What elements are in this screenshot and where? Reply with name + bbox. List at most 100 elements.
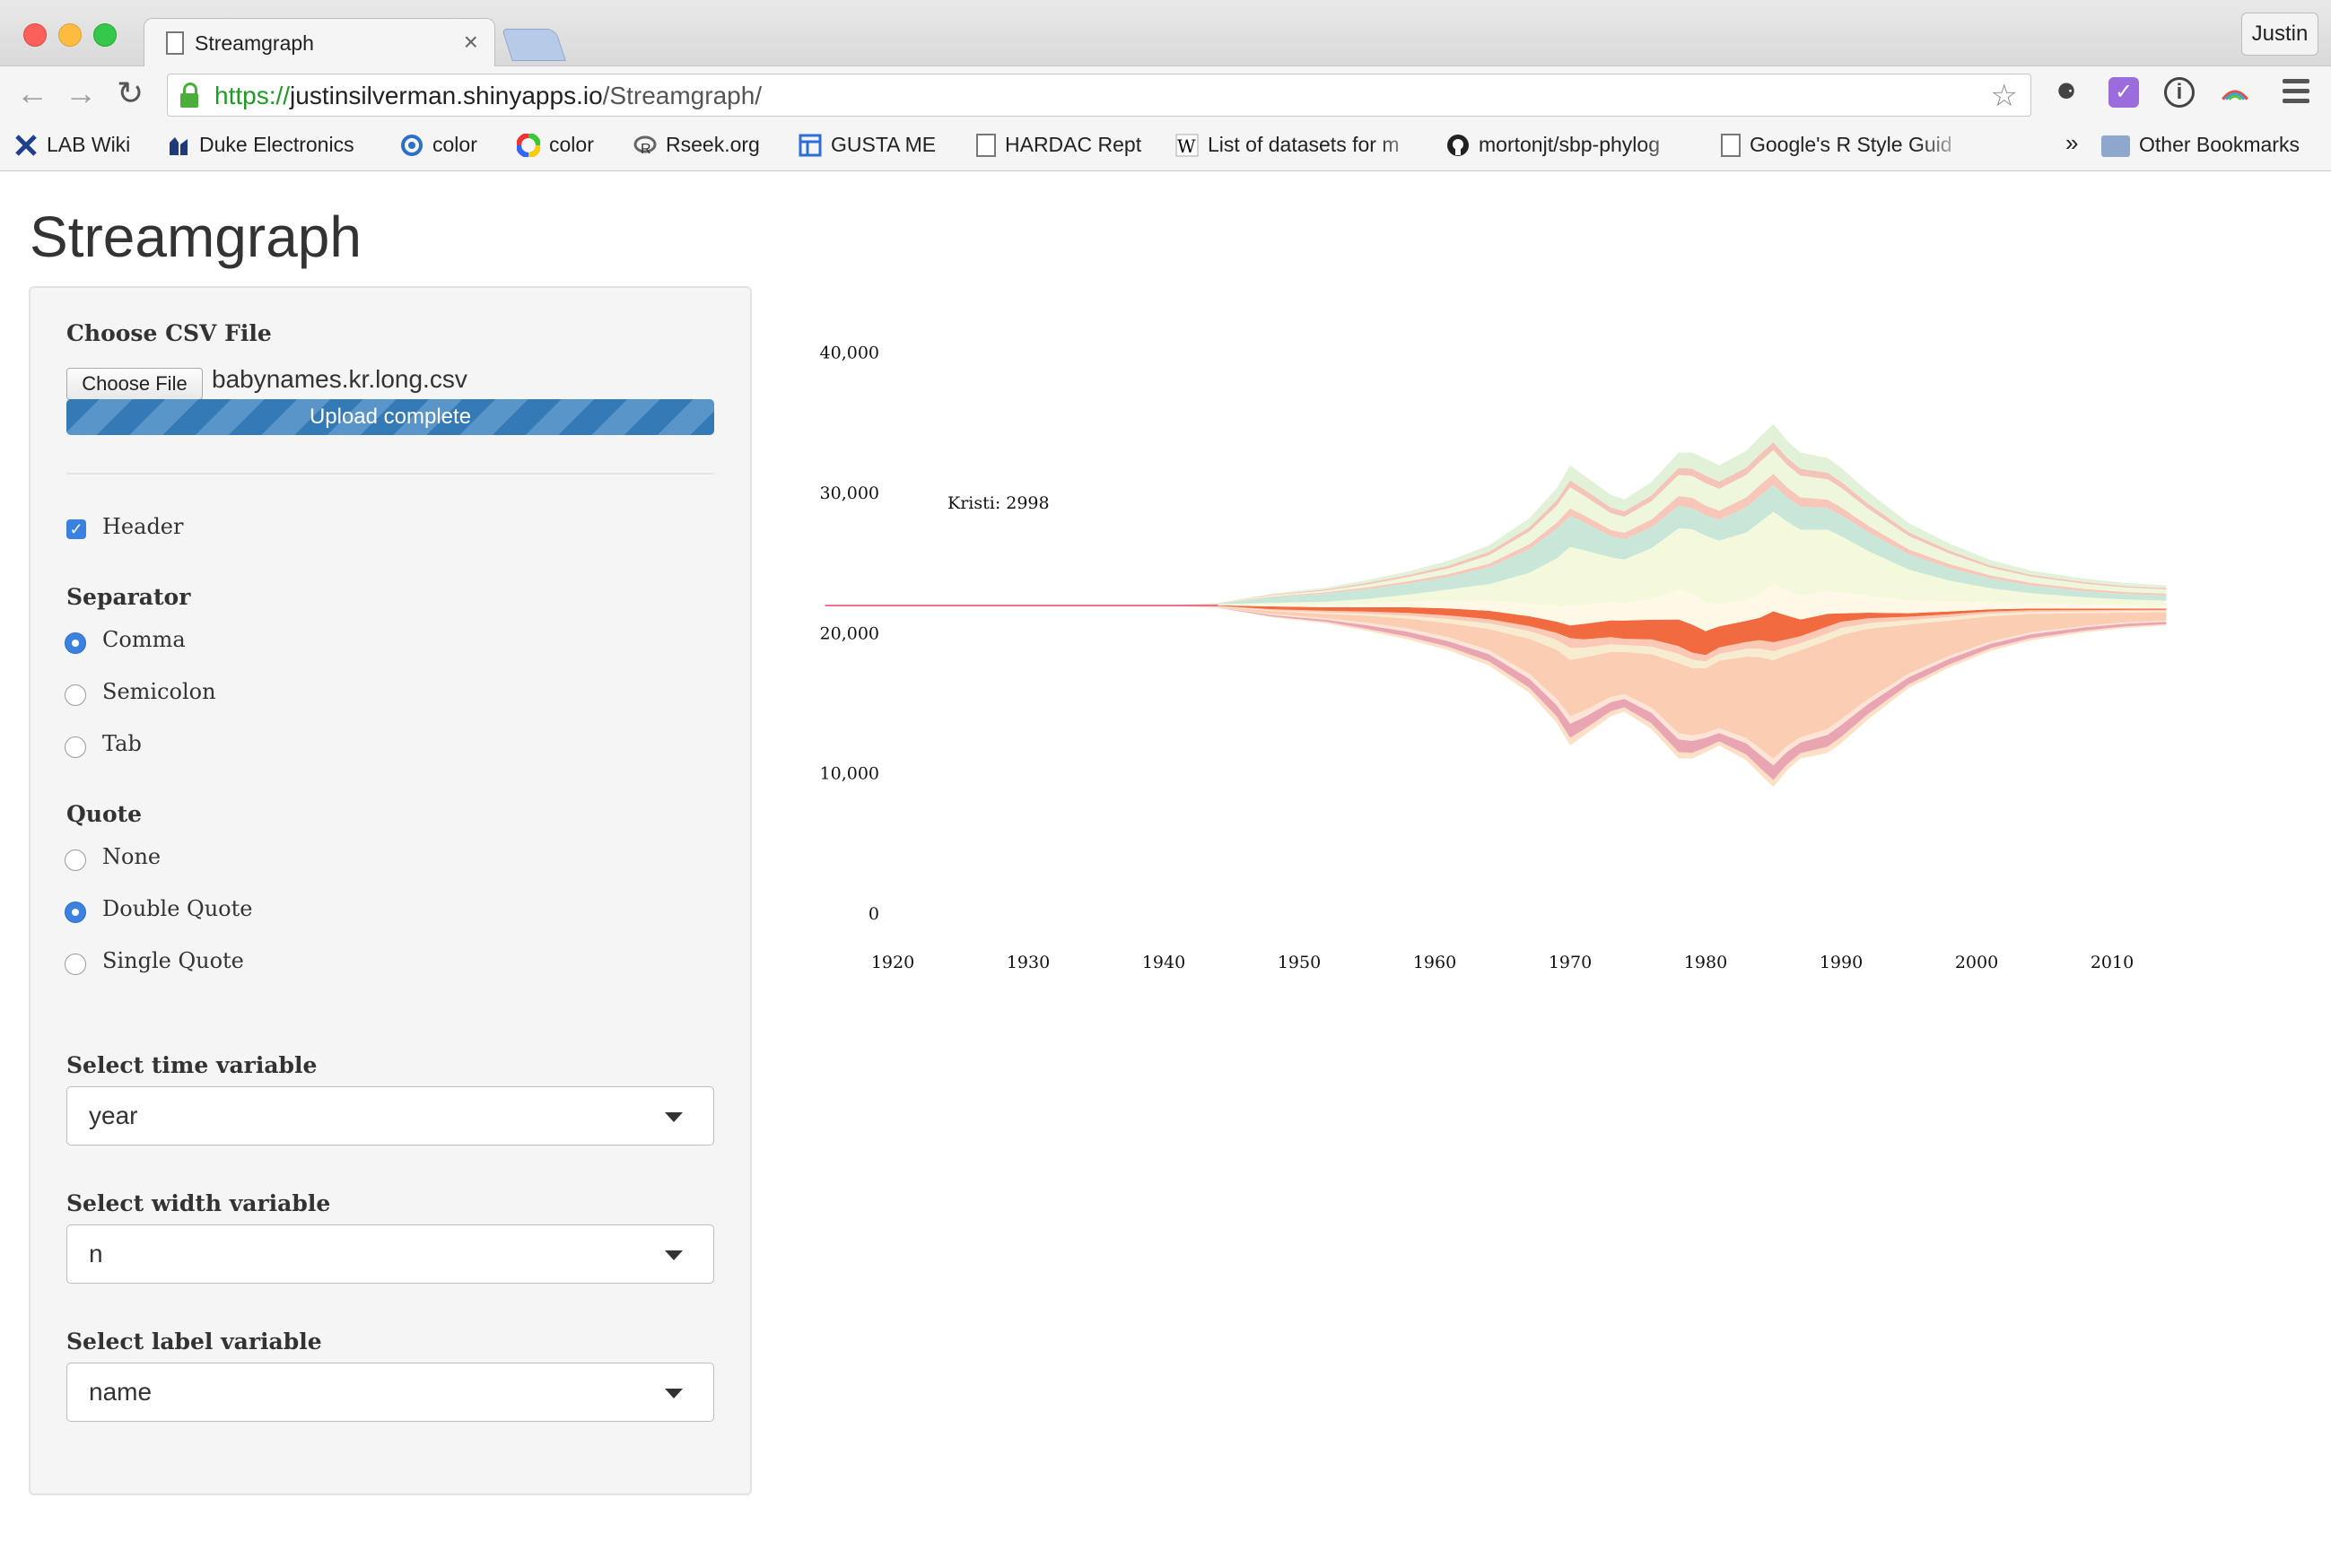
quote-option-label: None <box>102 844 162 869</box>
colorzilla-icon[interactable] <box>2220 77 2250 108</box>
divider <box>66 473 714 475</box>
stream-layer-11[interactable] <box>825 449 2167 605</box>
new-tab-button[interactable] <box>502 29 566 61</box>
bookmarks-overflow-chevron[interactable]: » <box>2065 129 2079 156</box>
stream-layers[interactable] <box>825 423 2167 788</box>
svg-text:R: R <box>641 142 651 157</box>
stream-layer-10[interactable] <box>825 474 2167 605</box>
x-tick-label: 1970 <box>1549 953 1592 972</box>
page-icon <box>166 31 184 55</box>
stream-layer-9[interactable] <box>825 484 2167 605</box>
tab-title: Streamgraph <box>195 31 314 55</box>
x-tick-label: 1920 <box>871 953 914 972</box>
bookmark-hardac-rept[interactable]: HARDAC Rept <box>976 133 1141 157</box>
label-variable-label: Select label variable <box>66 1328 322 1355</box>
star-icon[interactable]: ☆ <box>1990 79 2018 113</box>
separator-radio-comma[interactable] <box>65 632 86 654</box>
y-tick-label: 10,000 <box>820 764 879 784</box>
file-input-label: Choose CSV File <box>66 320 272 346</box>
x-tick-label: 1960 <box>1413 953 1456 972</box>
browser-toolbar: ← → ↻ https://justinsilverman.shinyapps.… <box>0 66 2331 122</box>
x-tick-label: 2010 <box>2091 953 2134 972</box>
zoom-window-button[interactable] <box>93 23 117 47</box>
stream-layer-5[interactable] <box>825 605 2167 662</box>
profile-button[interactable]: Justin <box>2241 13 2318 56</box>
upload-status: Upload complete <box>309 405 472 429</box>
stream-layer-1[interactable] <box>825 605 2167 780</box>
address-bar[interactable]: https://justinsilverman.shinyapps.io/Str… <box>167 74 2031 117</box>
separator-option-label: Comma <box>102 627 186 652</box>
minimize-window-button[interactable] <box>58 23 82 47</box>
width-variable-value: n <box>89 1240 103 1267</box>
bookmark-google-r-style[interactable]: Google's R Style Guid <box>1721 133 1969 157</box>
quote-radio-double[interactable] <box>65 902 86 923</box>
gusta-icon <box>799 134 822 157</box>
quote-radio-single[interactable] <box>65 954 86 975</box>
rseek-icon: R <box>633 135 657 157</box>
browser-tab[interactable]: Streamgraph × <box>144 18 495 67</box>
bookmark-color-1[interactable]: color <box>400 133 477 157</box>
stream-layer-3[interactable] <box>825 605 2167 759</box>
stream-layer-13[interactable] <box>825 423 2167 605</box>
bookmark-gusta-me[interactable]: GUSTA ME <box>799 133 936 157</box>
stream-layer-8[interactable] <box>825 511 2167 606</box>
chevron-down-icon <box>665 1112 683 1122</box>
separator-radio-tab[interactable] <box>65 736 86 758</box>
forward-icon[interactable]: → <box>65 74 97 111</box>
evernote-icon[interactable]: ⚈ <box>2056 80 2076 104</box>
x-tick-label: 1950 <box>1278 953 1321 972</box>
wikipedia-icon: W <box>1175 134 1199 157</box>
close-window-button[interactable] <box>23 23 47 47</box>
bookmark-lab-wiki[interactable]: LAB Wiki <box>14 133 130 157</box>
page-icon <box>1721 134 1741 157</box>
url-text[interactable]: https://justinsilverman.shinyapps.io/Str… <box>214 82 763 109</box>
x-tick-label: 1940 <box>1142 953 1185 972</box>
upload-progress-bar: Upload complete <box>66 399 714 435</box>
stream-layer-7[interactable] <box>825 584 2167 632</box>
time-variable-select[interactable]: year <box>66 1086 714 1146</box>
github-icon <box>1447 135 1469 156</box>
bookmark-duke-electronics[interactable]: Duke Electronics <box>167 133 354 157</box>
chevron-down-icon <box>665 1250 683 1260</box>
menu-icon[interactable] <box>2283 79 2309 109</box>
bookmark-other-bookmarks[interactable]: Other Bookmarks <box>2101 133 2300 157</box>
color-circle-icon <box>517 134 540 157</box>
info-icon[interactable]: i <box>2164 77 2195 108</box>
width-variable-label: Select width variable <box>66 1190 331 1216</box>
x-tick-label: 1980 <box>1684 953 1727 972</box>
back-icon[interactable]: ← <box>16 74 48 111</box>
header-checkbox[interactable]: ✓ <box>66 519 86 539</box>
quote-radio-none[interactable] <box>65 849 86 871</box>
y-tick-label: 30,000 <box>820 483 879 503</box>
label-variable-value: name <box>89 1378 153 1406</box>
bookmark-list-of-datasets[interactable]: W List of datasets for m <box>1175 133 1400 157</box>
width-variable-select[interactable]: n <box>66 1224 714 1284</box>
time-variable-label: Select time variable <box>66 1052 318 1078</box>
choose-file-button[interactable]: Choose File <box>66 368 203 400</box>
quote-option-label: Single Quote <box>102 948 244 973</box>
chevron-down-icon <box>665 1389 683 1398</box>
tab-bar: Streamgraph × Justin <box>0 0 2331 67</box>
file-name: babynames.kr.long.csv <box>212 365 467 393</box>
time-variable-value: year <box>89 1102 138 1129</box>
separator-option-label: Tab <box>102 731 142 756</box>
bookmark-mortonjt-sbp[interactable]: mortonjt/sbp-phylog <box>1446 133 1692 157</box>
page-icon <box>976 134 996 157</box>
separator-radio-semicolon[interactable] <box>65 684 86 706</box>
reload-icon[interactable]: ↻ <box>117 74 144 111</box>
stream-layer-6[interactable] <box>825 605 2167 656</box>
page-title: Streamgraph <box>30 205 362 269</box>
todoist-icon[interactable]: ✓ <box>2108 77 2139 108</box>
quote-option-label: Double Quote <box>102 896 253 921</box>
label-variable-select[interactable]: name <box>66 1363 714 1422</box>
lab-wiki-icon <box>15 135 37 156</box>
bookmark-color-2[interactable]: color <box>517 133 594 157</box>
bookmark-rseek[interactable]: R Rseek.org <box>633 133 760 157</box>
y-tick-label: 20,000 <box>820 623 879 643</box>
tab-close-icon[interactable]: × <box>463 28 478 56</box>
x-tick-label: 2000 <box>1955 953 1998 972</box>
quote-label: Quote <box>66 801 143 827</box>
